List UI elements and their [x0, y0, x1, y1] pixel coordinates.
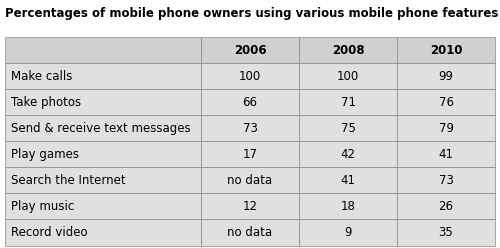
Text: Search the Internet: Search the Internet: [11, 174, 126, 187]
Text: Make calls: Make calls: [11, 70, 72, 83]
Text: Percentages of mobile phone owners using various mobile phone features: Percentages of mobile phone owners using…: [5, 7, 498, 20]
Text: no data: no data: [228, 226, 272, 239]
Text: 17: 17: [242, 148, 258, 161]
Text: Record video: Record video: [11, 226, 88, 239]
Text: 2008: 2008: [332, 44, 364, 57]
Text: 2010: 2010: [430, 44, 462, 57]
Text: 100: 100: [337, 70, 359, 83]
Text: 41: 41: [340, 174, 355, 187]
Text: Play games: Play games: [11, 148, 79, 161]
Text: 9: 9: [344, 226, 352, 239]
Text: 2006: 2006: [234, 44, 266, 57]
Text: 75: 75: [340, 122, 355, 135]
Text: 42: 42: [340, 148, 355, 161]
Text: 76: 76: [438, 96, 454, 109]
Text: Play music: Play music: [11, 200, 74, 213]
Text: 100: 100: [239, 70, 261, 83]
Text: Take photos: Take photos: [11, 96, 81, 109]
Text: 41: 41: [438, 148, 454, 161]
Text: 73: 73: [438, 174, 454, 187]
Text: 18: 18: [340, 200, 355, 213]
Text: 35: 35: [438, 226, 454, 239]
Text: Send & receive text messages: Send & receive text messages: [11, 122, 190, 135]
Text: 26: 26: [438, 200, 454, 213]
Text: 99: 99: [438, 70, 454, 83]
Text: 73: 73: [242, 122, 258, 135]
Text: no data: no data: [228, 174, 272, 187]
Text: 12: 12: [242, 200, 258, 213]
Text: 71: 71: [340, 96, 355, 109]
Text: 66: 66: [242, 96, 258, 109]
Text: 79: 79: [438, 122, 454, 135]
